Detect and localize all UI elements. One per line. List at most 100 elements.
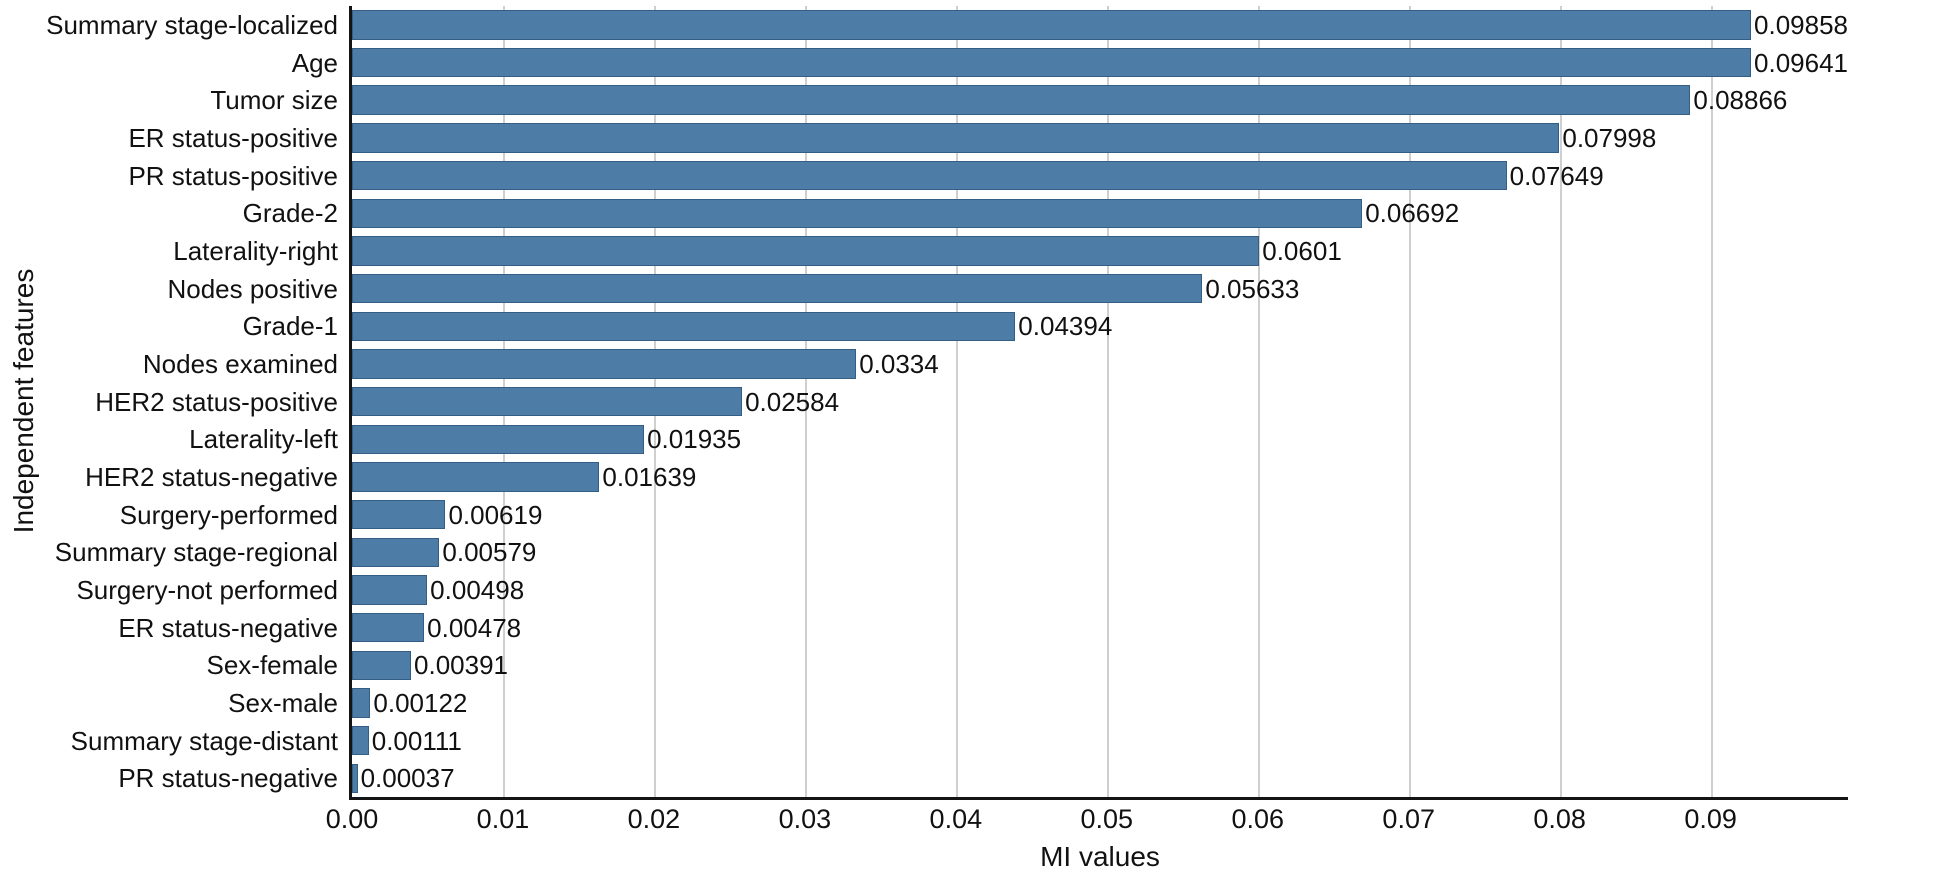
- bar-value-label: 0.08866: [1693, 85, 1788, 116]
- gridline: [1408, 6, 1411, 797]
- bar-row: ER status-negative 0.00478: [118, 609, 1848, 647]
- bar-row: Grade-2 0.06692: [243, 194, 1848, 232]
- bar-value-label: 0.02584: [745, 386, 840, 417]
- bar-value-label: 0.00498: [430, 574, 525, 605]
- bar: [352, 311, 1016, 341]
- x-tick-label: 0.08: [1533, 804, 1586, 834]
- bar-value-label: 0.07649: [1509, 160, 1604, 191]
- bar-value-label: 0.00619: [448, 499, 543, 530]
- category-label: Surgery-performed: [119, 499, 338, 530]
- bar-value-label: 0.0601: [1262, 235, 1342, 266]
- bar-row: Sex-female 0.00391: [207, 646, 1848, 684]
- bar: [352, 725, 369, 756]
- bar: [352, 349, 857, 379]
- gridline: [955, 6, 958, 797]
- x-tick-label: 0.03: [778, 804, 832, 834]
- bar: [352, 763, 358, 793]
- x-tick-label: 0.00: [325, 804, 379, 834]
- category-label: Summary stage-localized: [46, 9, 338, 40]
- bar: [352, 575, 428, 605]
- bar-value-label: 0.07998: [1562, 122, 1657, 153]
- bar: [352, 650, 412, 680]
- category-label: PR status-negative: [118, 763, 338, 794]
- gridline: [804, 6, 807, 797]
- bar: [352, 160, 1507, 191]
- bar-value-label: 0.00037: [360, 763, 455, 794]
- bar-row: Laterality-left 0.01935: [189, 420, 1848, 458]
- plot-area: Summary stage-localized 0.09858 Age 0.09641…: [46, 6, 1848, 800]
- bar-row: Summary stage-distant 0.00111: [71, 722, 1848, 760]
- bar-value-label: 0.06692: [1365, 198, 1460, 229]
- bar-row: Surgery-not performed 0.00498: [76, 571, 1848, 609]
- bar: [352, 424, 645, 454]
- bar-row: Summary stage-regional 0.00579: [55, 533, 1848, 571]
- bar-value-label: 0.09858: [1754, 9, 1848, 40]
- bar: [352, 273, 1203, 304]
- category-label: ER status-negative: [118, 612, 338, 643]
- bar-row: ER status-positive 0.07998: [128, 119, 1848, 157]
- bar-row: HER2 status-negative 0.01639: [85, 458, 1848, 496]
- bar: [352, 612, 425, 643]
- category-label: Age: [291, 47, 338, 78]
- x-tick-label: 0.07: [1382, 804, 1435, 834]
- bar-value-label: 0.00391: [414, 650, 508, 681]
- gridline: [1257, 6, 1260, 797]
- bar: [352, 499, 446, 530]
- bar-row: PR status-negative 0.00037: [118, 759, 1848, 797]
- bar-value-label: 0.0334: [859, 348, 939, 379]
- category-label: HER2 status-positive: [95, 386, 338, 417]
- category-label: Nodes positive: [167, 273, 338, 304]
- bar-row: Nodes examined 0.0334: [143, 345, 1848, 383]
- bar-row: Surgery-performed 0.00619: [120, 496, 1848, 534]
- bar: [352, 537, 440, 567]
- bar-rows: Summary stage-localized 0.09858 Age 0.09641…: [46, 6, 1848, 797]
- x-axis-title: MI values: [1040, 841, 1160, 872]
- bar-row: PR status-positive 0.07649: [128, 157, 1848, 195]
- bar: [352, 10, 1752, 40]
- bar: [352, 198, 1363, 228]
- category-label: Summary stage-regional: [54, 537, 338, 568]
- bar-row: Sex-male 0.00122: [228, 684, 1848, 722]
- category-label: ER status-positive: [128, 122, 338, 153]
- bar-value-label: 0.01639: [602, 461, 697, 492]
- bar: [352, 123, 1560, 153]
- bar-value-label: 0.00478: [427, 612, 522, 643]
- bar-value-label: 0.01935: [647, 424, 742, 455]
- category-label: Sex-male: [228, 687, 338, 718]
- category-label: Summary stage-distant: [70, 725, 338, 756]
- bar: [352, 688, 371, 718]
- x-tick-label: 0.02: [627, 804, 681, 834]
- bar-row: Grade-1 0.04394: [243, 307, 1848, 345]
- category-label: Sex-female: [206, 650, 339, 681]
- x-tick-label: 0.09: [1684, 804, 1737, 834]
- x-tick-label: 0.06: [1231, 804, 1285, 834]
- bar: [352, 462, 600, 492]
- x-axis-ticks: 0.00 0.01 0.02 0.03 0.04 0.05 0.06 0.07 0.08 0.09: [326, 804, 1848, 842]
- bar-value-label: 0.09641: [1754, 47, 1848, 78]
- bar-row: Tumor size 0.08866: [210, 81, 1848, 119]
- bar-value-label: 0.00111: [371, 725, 462, 756]
- category-label: PR status-positive: [128, 160, 338, 191]
- category-label: Nodes examined: [142, 348, 338, 379]
- bar-row: Age 0.09641: [292, 44, 1848, 82]
- bar-row: HER2 status-positive 0.02584: [95, 383, 1848, 421]
- category-label: Grade-1: [242, 311, 338, 342]
- bar: [352, 85, 1691, 115]
- x-tick-label: 0.05: [1080, 804, 1134, 834]
- gridline: [1559, 6, 1562, 797]
- category-label: Laterality-right: [173, 235, 338, 266]
- x-tick-label: 0.01: [476, 804, 530, 834]
- category-label: Laterality-left: [189, 424, 338, 455]
- category-label: Surgery-not performed: [76, 574, 338, 605]
- gridline: [1106, 6, 1109, 797]
- category-label: HER2 status-negative: [85, 461, 338, 492]
- bar: [352, 236, 1260, 266]
- bar: [352, 386, 743, 417]
- bar-row: Summary stage-localized 0.09858: [46, 6, 1848, 44]
- bar-row: Nodes positive 0.05633: [167, 270, 1848, 308]
- x-tick-label: 0.04: [929, 804, 983, 834]
- bar-value-label: 0.00579: [442, 537, 537, 568]
- bar-value-label: 0.04394: [1018, 311, 1113, 342]
- category-label: Grade-2: [242, 198, 338, 229]
